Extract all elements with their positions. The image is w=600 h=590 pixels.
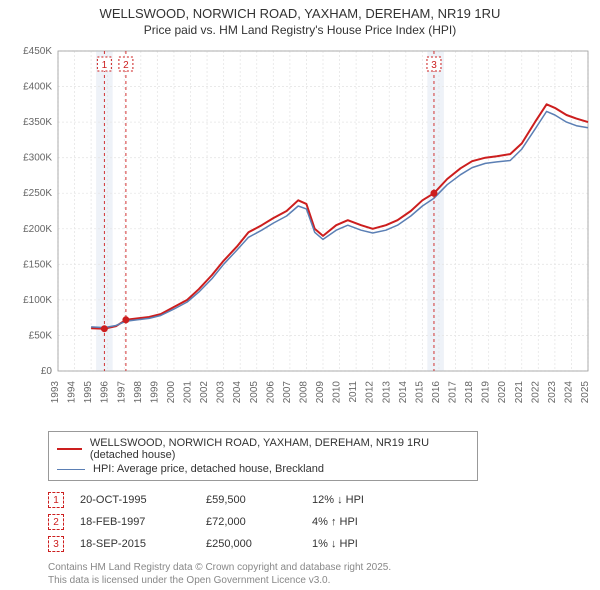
transaction-row: 2 18-FEB-1997 £72,000 4% ↑ HPI bbox=[48, 511, 580, 533]
x-tick-label: 2003 bbox=[216, 381, 227, 404]
marker-number: 1 bbox=[102, 60, 108, 71]
x-tick-label: 2021 bbox=[514, 381, 525, 404]
x-tick-label: 2011 bbox=[348, 381, 359, 403]
x-tick-label: 2020 bbox=[497, 381, 508, 404]
x-tick-label: 2006 bbox=[265, 381, 276, 404]
transaction-delta: 1% ↓ HPI bbox=[312, 538, 412, 550]
x-tick-label: 1999 bbox=[149, 381, 160, 404]
x-tick-label: 2022 bbox=[530, 381, 541, 404]
footnote-line2: This data is licensed under the Open Gov… bbox=[48, 574, 580, 587]
transaction-delta: 12% ↓ HPI bbox=[312, 494, 412, 506]
transaction-price: £250,000 bbox=[206, 538, 296, 550]
legend-label: HPI: Average price, detached house, Brec… bbox=[93, 463, 324, 475]
x-tick-label: 2005 bbox=[249, 381, 260, 404]
x-tick-label: 1996 bbox=[100, 381, 111, 404]
x-tick-label: 1997 bbox=[116, 381, 127, 404]
transaction-price: £59,500 bbox=[206, 494, 296, 506]
y-tick-label: £100K bbox=[23, 295, 52, 306]
transaction-date: 18-SEP-2015 bbox=[80, 538, 190, 550]
x-tick-label: 2007 bbox=[282, 381, 293, 404]
x-tick-label: 2016 bbox=[431, 381, 442, 404]
transaction-date: 18-FEB-1997 bbox=[80, 516, 190, 528]
line-chart-svg: £0 £50K £100K £150K £200K £250K £300K £350K £400… bbox=[10, 43, 590, 423]
transaction-row: 3 18-SEP-2015 £250,000 1% ↓ HPI bbox=[48, 533, 580, 555]
x-tick-label: 2000 bbox=[166, 381, 177, 404]
x-tick-label: 1994 bbox=[67, 381, 78, 404]
marker-dot bbox=[101, 325, 108, 332]
x-tick-label: 2009 bbox=[315, 381, 326, 404]
x-tick-label: 2012 bbox=[365, 381, 376, 404]
transactions-table: 1 20-OCT-1995 £59,500 12% ↓ HPI 2 18-FEB-1997… bbox=[48, 489, 580, 555]
transaction-marker: 2 bbox=[48, 514, 64, 530]
y-tick-label: £50K bbox=[29, 330, 53, 341]
transaction-marker: 3 bbox=[48, 536, 64, 552]
y-tick-label: £0 bbox=[41, 366, 53, 377]
transaction-delta: 4% ↑ HPI bbox=[312, 516, 412, 528]
x-tick-label: 2010 bbox=[332, 381, 343, 404]
x-tick-label: 1998 bbox=[133, 381, 144, 404]
transaction-row: 1 20-OCT-1995 £59,500 12% ↓ HPI bbox=[48, 489, 580, 511]
marker-dot bbox=[430, 190, 437, 197]
y-tick-label: £200K bbox=[23, 224, 52, 235]
x-tick-label: 2004 bbox=[232, 381, 243, 404]
x-tick-label: 2013 bbox=[381, 381, 392, 404]
legend-label: WELLSWOOD, NORWICH ROAD, YAXHAM, DEREHAM… bbox=[90, 437, 469, 461]
marker-number: 2 bbox=[123, 60, 129, 71]
chart-title-subtitle: Price paid vs. HM Land Registry's House … bbox=[0, 23, 600, 37]
x-tick-label: 2019 bbox=[481, 381, 492, 404]
y-tick-label: £300K bbox=[23, 153, 52, 164]
x-tick-label: 1995 bbox=[83, 381, 94, 404]
x-tick-label: 2008 bbox=[298, 381, 309, 404]
x-tick-label: 2017 bbox=[448, 381, 459, 404]
transaction-marker: 1 bbox=[48, 492, 64, 508]
x-tick-label: 2014 bbox=[398, 381, 409, 404]
x-tick-label: 2015 bbox=[414, 381, 425, 404]
legend-row: WELLSWOOD, NORWICH ROAD, YAXHAM, DEREHAM… bbox=[57, 436, 469, 462]
footnote-line1: Contains HM Land Registry data © Crown c… bbox=[48, 561, 580, 574]
x-tick-label: 2023 bbox=[547, 381, 558, 404]
y-tick-label: £450K bbox=[23, 46, 52, 57]
shaded-band bbox=[427, 51, 444, 371]
x-tick-label: 2001 bbox=[183, 381, 194, 404]
marker-dot bbox=[122, 316, 129, 323]
legend: WELLSWOOD, NORWICH ROAD, YAXHAM, DEREHAM… bbox=[48, 431, 478, 481]
x-tick-label: 2002 bbox=[199, 381, 210, 404]
x-tick-label: 2024 bbox=[563, 381, 574, 404]
marker-number: 3 bbox=[431, 60, 437, 71]
chart-title-address: WELLSWOOD, NORWICH ROAD, YAXHAM, DEREHAM… bbox=[0, 6, 600, 21]
y-tick-label: £400K bbox=[23, 82, 52, 93]
x-tick-label: 2018 bbox=[464, 381, 475, 404]
transaction-date: 20-OCT-1995 bbox=[80, 494, 190, 506]
legend-row: HPI: Average price, detached house, Brec… bbox=[57, 462, 469, 476]
y-tick-label: £350K bbox=[23, 117, 52, 128]
transaction-price: £72,000 bbox=[206, 516, 296, 528]
chart-area: £0 £50K £100K £150K £200K £250K £300K £350K £400… bbox=[10, 43, 590, 423]
x-tick-label: 2025 bbox=[580, 381, 590, 404]
y-tick-label: £150K bbox=[23, 259, 52, 270]
y-tick-label: £250K bbox=[23, 188, 52, 199]
footnote: Contains HM Land Registry data © Crown c… bbox=[48, 561, 580, 587]
legend-swatch bbox=[57, 469, 85, 470]
x-tick-label: 1993 bbox=[50, 381, 61, 404]
legend-swatch bbox=[57, 448, 82, 450]
